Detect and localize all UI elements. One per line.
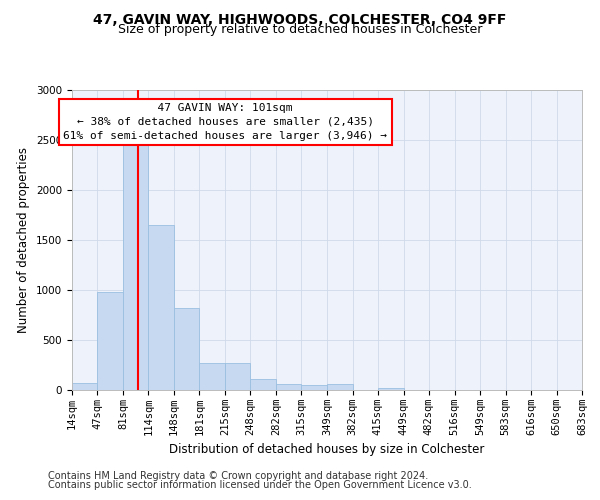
Bar [250,378,277,390]
Bar [328,384,353,390]
Text: Contains HM Land Registry data © Crown copyright and database right 2024.: Contains HM Land Registry data © Crown c… [48,471,428,481]
Bar [148,225,174,390]
Bar [174,308,199,390]
Bar [301,385,328,390]
Y-axis label: Number of detached properties: Number of detached properties [17,147,31,333]
Text: 47 GAVIN WAY: 101sqm  
← 38% of detached houses are smaller (2,435)
61% of semi-: 47 GAVIN WAY: 101sqm ← 38% of detached h… [63,103,387,141]
X-axis label: Distribution of detached houses by size in Colchester: Distribution of detached houses by size … [169,444,485,456]
Bar [72,382,97,390]
Bar [123,145,148,390]
Text: Size of property relative to detached houses in Colchester: Size of property relative to detached ho… [118,23,482,36]
Bar [225,363,250,390]
Bar [377,388,404,390]
Bar [277,384,301,390]
Text: 47, GAVIN WAY, HIGHWOODS, COLCHESTER, CO4 9FF: 47, GAVIN WAY, HIGHWOODS, COLCHESTER, CO… [94,12,506,26]
Bar [97,292,123,390]
Bar [199,363,225,390]
Text: Contains public sector information licensed under the Open Government Licence v3: Contains public sector information licen… [48,480,472,490]
